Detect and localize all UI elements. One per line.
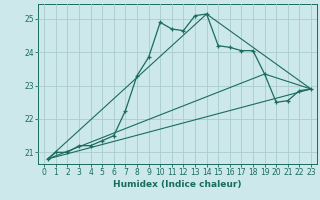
X-axis label: Humidex (Indice chaleur): Humidex (Indice chaleur) (113, 180, 242, 189)
